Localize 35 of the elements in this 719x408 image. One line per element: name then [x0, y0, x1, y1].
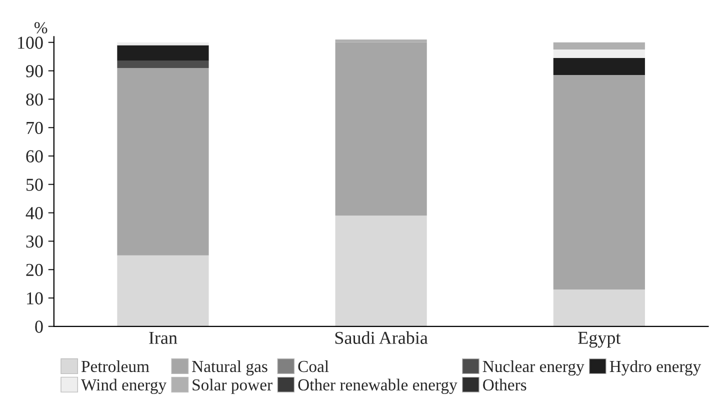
- y-tick-label: 50: [26, 178, 43, 191]
- y-tick-label: 20: [26, 264, 43, 276]
- bar: [117, 255, 209, 326]
- bar: [117, 60, 209, 68]
- y-tick-label: 100: [18, 36, 43, 49]
- x-tick-label: Egypt: [578, 332, 621, 348]
- bar: [335, 42, 427, 216]
- y-tick-label: 0: [35, 320, 43, 333]
- y-tick-label: 10: [27, 292, 43, 304]
- legend-label: Nuclear energy: [482, 360, 584, 376]
- legend-label: Petroleum: [81, 360, 150, 372]
- y-tick-label: 60: [26, 150, 43, 162]
- legend-label: Coal: [298, 360, 329, 372]
- bar: [335, 216, 427, 326]
- y-tick-label: 90: [26, 65, 43, 78]
- bar: [117, 68, 209, 256]
- y-tick-label: 30: [26, 235, 43, 248]
- bar: [553, 58, 645, 76]
- x-tick-label: Saudi Arabia: [335, 331, 428, 344]
- legend-label: Hydro energy: [610, 360, 702, 376]
- bar: [553, 50, 645, 58]
- y-tick-label: 80: [26, 93, 43, 106]
- bar: [117, 45, 209, 61]
- x-tick-label: Iran: [149, 332, 178, 344]
- y-tick-label: 70: [26, 122, 43, 134]
- legend-label: Other renewable energy: [298, 378, 458, 394]
- bar: [553, 289, 645, 326]
- y-tick-label: 40: [26, 207, 43, 220]
- legend-label: Wind energy: [81, 378, 167, 394]
- legend-label: Others: [483, 378, 526, 391]
- legend-label: Solar power: [192, 378, 272, 394]
- legend-label: Natural gas: [192, 360, 268, 376]
- bar: [553, 75, 645, 290]
- bar: [553, 42, 645, 50]
- y-axis-title: %: [34, 22, 48, 34]
